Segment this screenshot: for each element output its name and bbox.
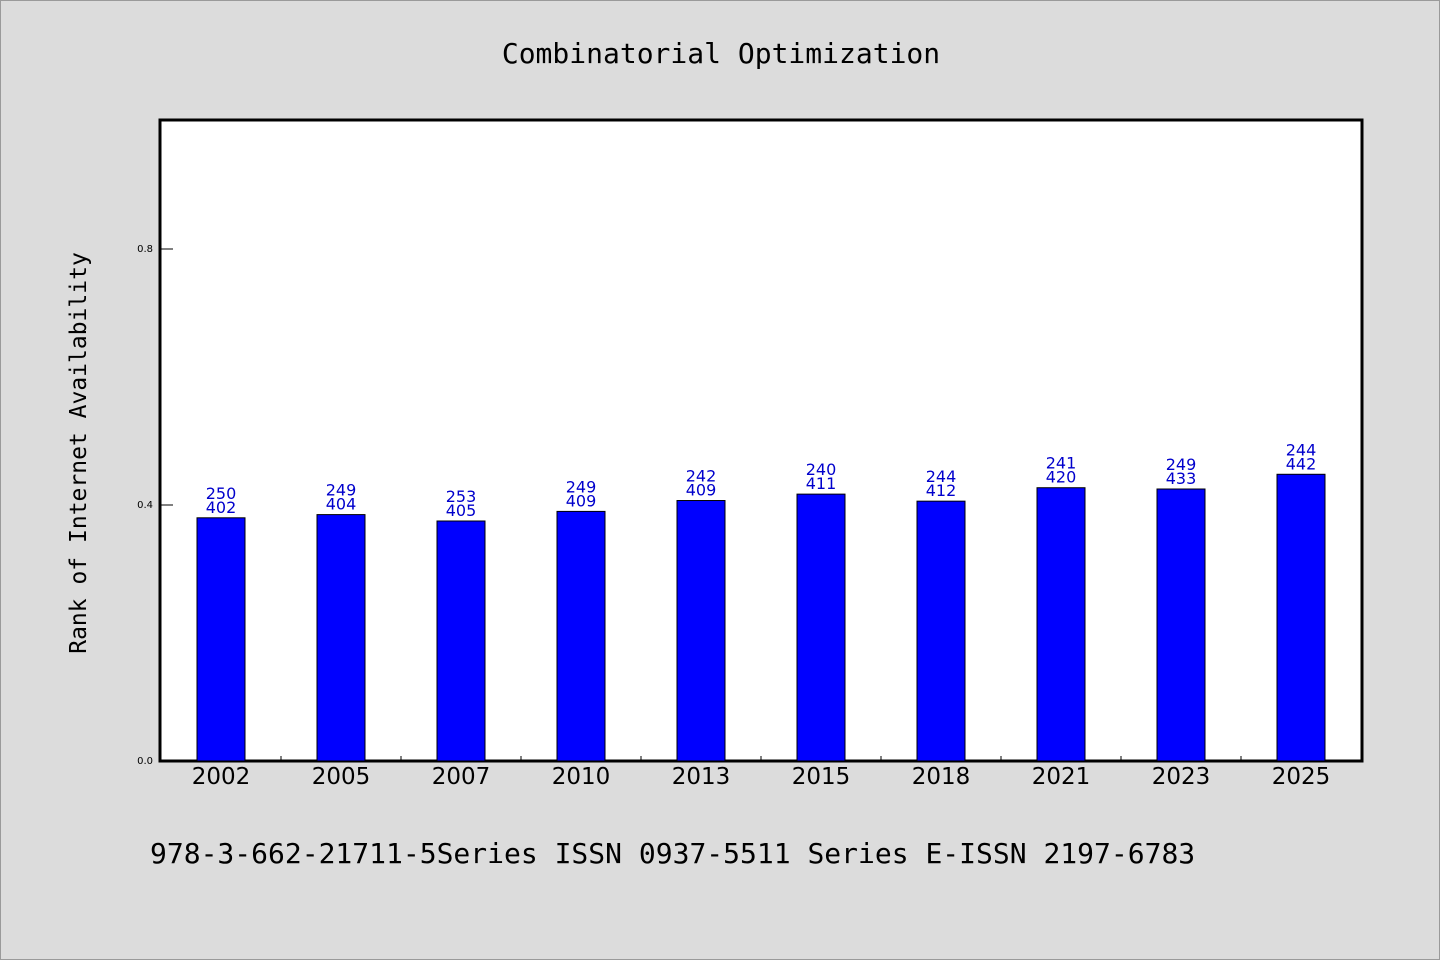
bars — [196, 473, 1326, 762]
y-tick-label: 0.4 — [137, 500, 153, 511]
x-tick-label: 2002 — [192, 764, 251, 790]
x-tick-label: 2007 — [432, 764, 491, 790]
bar-2018 — [916, 500, 966, 762]
bar-label-bottom: 411 — [806, 474, 837, 493]
bar-2013 — [676, 500, 726, 762]
bar-2002 — [196, 517, 246, 762]
x-tick-label: 2013 — [672, 764, 731, 790]
bar-2005 — [316, 514, 366, 762]
bar-2010 — [556, 510, 606, 762]
chart-title: Combinatorial Optimization — [502, 37, 940, 70]
bar-label-top: 241 — [1046, 454, 1077, 473]
y-tick-label: 0.0 — [137, 756, 153, 767]
y-tick-label: 0.8 — [137, 244, 153, 255]
bar-label-top: 244 — [926, 467, 957, 486]
bar-label-bottom: 404 — [326, 495, 357, 514]
bar-label-top: 244 — [1286, 440, 1317, 459]
bar-label-top: 249 — [326, 481, 357, 500]
x-tick-label: 2023 — [1152, 764, 1211, 790]
bar-label-bottom: 402 — [206, 498, 237, 517]
x-tick-label: 2021 — [1032, 764, 1091, 790]
bar-label-bottom: 442 — [1286, 454, 1317, 473]
x-tick-label: 2015 — [792, 764, 851, 790]
bar-2023 — [1156, 488, 1206, 762]
x-tick-label: 2010 — [552, 764, 611, 790]
y-axis-ticks: 0.0 0.4 0.8 — [137, 244, 173, 767]
x-tick-label: 2005 — [312, 764, 371, 790]
bar-label-top: 249 — [566, 477, 597, 496]
y-axis-label: Rank of Internet Availability — [66, 252, 92, 654]
x-axis-ticks: 2002 2005 2007 2010 2013 2015 2018 2021 2023 2025 — [192, 756, 1331, 790]
bar-2025 — [1276, 473, 1326, 762]
bar-label-bottom: 409 — [566, 491, 597, 510]
bar-label-bottom: 412 — [926, 481, 957, 500]
bar-label-bottom: 409 — [686, 481, 717, 500]
bar-label-top: 250 — [206, 484, 237, 503]
bar-2021 — [1036, 487, 1086, 762]
bar-2015 — [796, 493, 846, 762]
x-tick-label: 2018 — [912, 764, 971, 790]
bar-label-bottom: 433 — [1166, 469, 1197, 488]
bar-label-top: 242 — [686, 467, 717, 486]
bar-label-bottom: 405 — [446, 501, 477, 520]
bar-label-top: 249 — [1166, 455, 1197, 474]
bar-label-top: 240 — [806, 460, 837, 479]
x-tick-label: 2025 — [1272, 764, 1331, 790]
footer-isbn-issn: 978-3-662-21711-5Series ISSN 0937-5511 S… — [150, 837, 1195, 870]
bar-label-bottom: 420 — [1046, 468, 1077, 487]
bar-2007 — [436, 520, 486, 762]
bar-label-top: 253 — [446, 487, 477, 506]
